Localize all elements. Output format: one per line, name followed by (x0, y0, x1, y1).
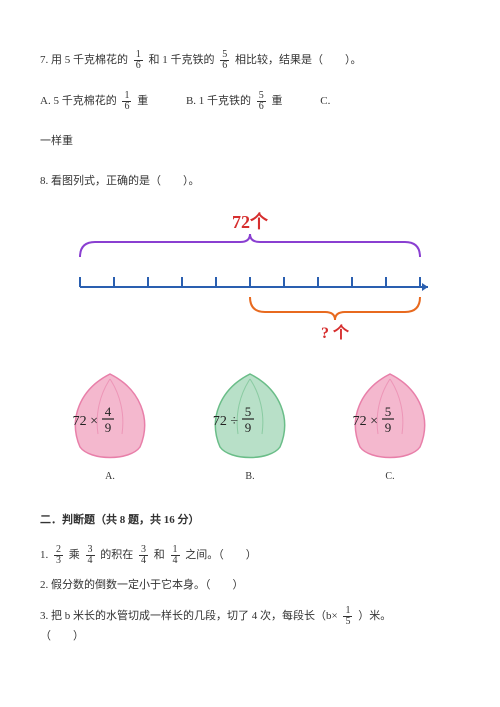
petal-a-svg: 72 × 49 (60, 369, 160, 464)
option-b: B. 1 千克铁的 5 6 重 (186, 95, 285, 107)
option-label: B. (245, 468, 254, 486)
petal-a: 72 × 49 A. (60, 369, 160, 486)
judge-3: 3. 把 b 米长的水管切成一样长的几段，切了 4 次，每段长（b× 1 5 ）… (40, 606, 460, 647)
option-a: A. 5 千克棉花的 1 6 重 (40, 95, 151, 107)
number-line-diagram: 72个 ? 个 (40, 212, 460, 350)
fraction: 1 5 (343, 606, 352, 627)
number-line-svg: 72个 ? 个 (60, 212, 440, 342)
q7-part-b: 和 1 千克铁的 (149, 54, 215, 66)
judge-2: 2. 假分数的倒数一定小于它本身。（ ） (40, 576, 460, 596)
svg-text:4: 4 (105, 404, 112, 419)
svg-text:72个: 72个 (232, 212, 269, 232)
question-7: 7. 用 5 千克棉花的 1 6 和 1 千克铁的 5 6 相比较，结果是（ ）… (40, 50, 460, 71)
svg-text:9: 9 (385, 420, 392, 435)
q7-part-c: 相比较，结果是（ ）。 (235, 54, 362, 66)
petal-b: 72 ÷ 59 B. (200, 369, 300, 486)
option-c-line2: 一样重 (40, 132, 460, 152)
fraction: 1 6 (134, 50, 143, 71)
svg-text:5: 5 (385, 404, 392, 419)
petal-options-row: 72 ×49 A. 72 ÷59 B. 72 ×59 C. (40, 369, 460, 486)
option-label: C. (385, 468, 394, 486)
svg-text:72 ÷: 72 ÷ (213, 414, 239, 429)
fraction: 3 4 (139, 545, 148, 566)
q7-options: A. 5 千克棉花的 1 6 重 B. 1 千克铁的 5 6 重 C. (40, 91, 460, 112)
fraction: 2 3 (54, 545, 63, 566)
petal-b-svg: 72 ÷ 59 (200, 369, 300, 464)
q7-part-a: 7. 用 5 千克棉花的 (40, 54, 128, 66)
question-8: 8. 看图列式，正确的是（ ）。 (40, 172, 460, 192)
petal-c: 72 × 59 C. (340, 369, 440, 486)
fraction: 5 6 (220, 50, 229, 71)
judge-1: 1. 2 3 乘 3 4 的积在 3 4 和 1 4 之间。（ ） (40, 545, 460, 566)
option-c: C. (320, 95, 330, 107)
option-label: A. (105, 468, 115, 486)
petal-c-svg: 72 × 59 (340, 369, 440, 464)
svg-text:9: 9 (105, 420, 112, 435)
fraction: 5 6 (257, 91, 266, 112)
svg-text:72 ×: 72 × (353, 414, 378, 429)
svg-text:72 ×: 72 × (73, 414, 98, 429)
fraction: 1 4 (171, 545, 180, 566)
fraction: 1 6 (122, 91, 131, 112)
fraction: 3 4 (86, 545, 95, 566)
svg-text:5: 5 (245, 404, 252, 419)
section-2-header: 二．判断题（共 8 题，共 16 分） (40, 511, 460, 531)
svg-text:? 个: ? 个 (321, 323, 350, 342)
svg-text:9: 9 (245, 420, 252, 435)
